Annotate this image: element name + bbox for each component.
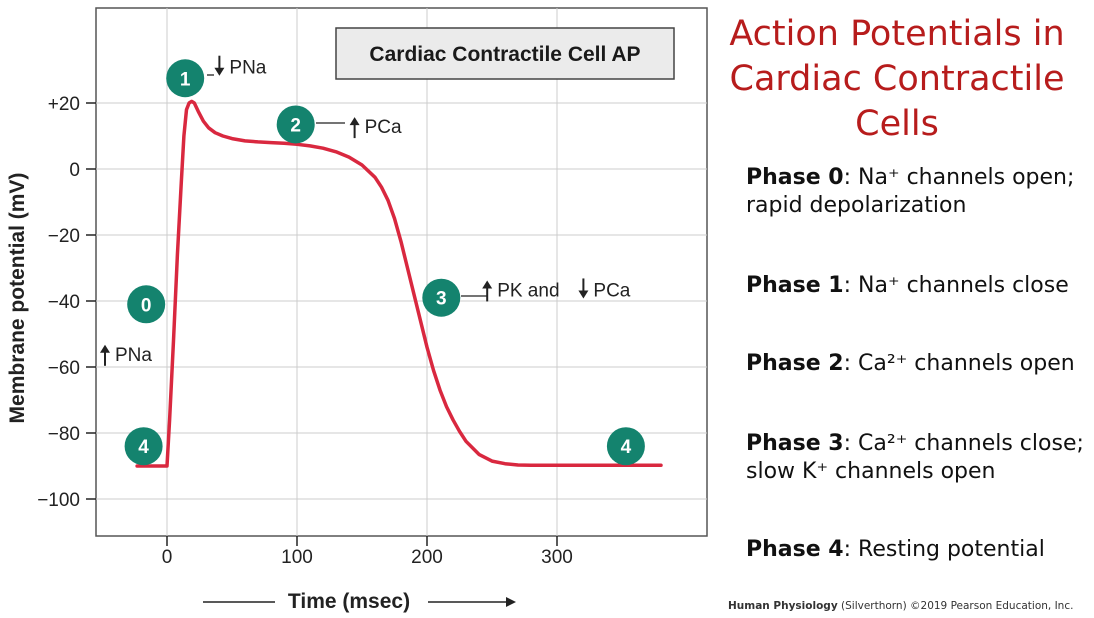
chart-title-box: Cardiac Contractile Cell AP — [335, 27, 675, 80]
phase-label: Phase 2 — [746, 351, 844, 376]
phase-marker-1: 1 — [166, 59, 205, 98]
arrow-up-icon — [482, 280, 493, 289]
slide-title-line-3: Cells — [855, 104, 939, 144]
phase-badge-label: 2 — [290, 115, 301, 136]
annotation-label: PCa — [593, 280, 630, 301]
y-tick-label: +20 — [48, 94, 80, 115]
x-axis-ticks: 0 100 200 300 — [162, 536, 573, 568]
phase-marker-4: 4 — [606, 427, 645, 466]
y-tick-label: −60 — [48, 358, 80, 379]
phase-marker-0: 0 — [127, 285, 166, 324]
x-tick-label: 0 — [162, 547, 173, 568]
annotation-label: PK and — [497, 280, 559, 301]
phase-badge-circle — [606, 427, 645, 466]
phase-label: Phase 1 — [746, 273, 844, 298]
phase-label: Phase 3 — [746, 431, 844, 456]
phase-markers: 0 1 2 3 4 4 — [124, 59, 645, 466]
phase-badge-label: 0 — [141, 295, 152, 316]
phase-text: : Na⁺ channels open; — [843, 165, 1075, 190]
action-potential-curve — [135, 99, 663, 468]
phase-marker-3: 3 — [422, 278, 461, 317]
x-axis-label: Time (msec) — [288, 590, 410, 613]
grid — [96, 8, 707, 536]
phase-badge-label: 4 — [621, 437, 632, 458]
action-potential-chart: +20 0 −20 −40 −60 −80 −100 0 100 200 300 Cardiac … — [6, 7, 708, 613]
annotation-label: PCa — [365, 117, 402, 138]
x-tick-label: 300 — [541, 547, 573, 568]
x-tick-label: 100 — [281, 547, 313, 568]
y-axis-ticks: +20 0 −20 −40 −60 −80 −100 — [37, 94, 96, 511]
phase-label: Phase 4 — [746, 537, 844, 562]
credit-book: Human Physiology — [728, 600, 838, 612]
y-tick-label: −20 — [48, 226, 80, 247]
y-tick-label: −100 — [37, 490, 80, 511]
phase-text: rapid depolarization — [746, 193, 967, 218]
phase-text: : Ca²⁺ channels open — [843, 351, 1075, 376]
phase-2-description: Phase 2: Ca²⁺ channels open — [746, 350, 1075, 378]
arrow-up-icon — [100, 344, 110, 353]
slide-title-line-1: Action Potentials in — [729, 14, 1065, 54]
credit-rest: (Silverthorn) ©2019 Pearson Education, I… — [837, 600, 1074, 612]
arrow-down-icon — [214, 67, 225, 76]
slide-title-line-2: Cardiac Contractile — [729, 59, 1065, 99]
permeability-annotations: PNa PCa PK and PCa PNa — [100, 55, 631, 366]
phase-3-description: Phase 3: Ca²⁺ channels close; slow K⁺ ch… — [746, 430, 1084, 486]
phase-text: : Resting potential — [843, 537, 1045, 562]
phase-badge-circle — [166, 59, 205, 98]
arrow-up-icon — [349, 117, 360, 126]
phase-badge-circle — [276, 105, 315, 144]
y-tick-label: −80 — [48, 424, 80, 445]
slide-title: Action Potentials in Cardiac Contractile… — [722, 12, 1072, 147]
phase-badge-circle — [124, 427, 163, 466]
y-axis-label: Membrane potential (mV) — [6, 173, 29, 424]
phase-text: slow K⁺ channels open — [746, 459, 996, 484]
y-tick-label: 0 — [69, 160, 80, 181]
phase-badge-label: 1 — [180, 69, 191, 90]
annotation-label: PNa — [229, 58, 266, 79]
phase-4-description: Phase 4: Resting potential — [746, 536, 1045, 564]
phase-badge-circle — [127, 285, 166, 324]
phase-text: : Ca²⁺ channels close; — [843, 431, 1084, 456]
phase-badge-label: 3 — [436, 289, 447, 310]
plot-frame — [95, 7, 708, 537]
x-axis-label-group: Time (msec) — [203, 590, 516, 613]
copyright-credit: Human Physiology (Silverthorn) ©2019 Pea… — [728, 600, 1073, 612]
phase-marker-2: 2 — [276, 105, 315, 144]
phase-text: : Na⁺ channels close — [843, 273, 1069, 298]
phase-0-description: Phase 0: Na⁺ channels open; rapid depola… — [746, 164, 1074, 220]
phase-label: Phase 0 — [746, 165, 844, 190]
phase-badge-circle — [422, 278, 461, 317]
phase-badge-label: 4 — [138, 437, 149, 458]
phase-marker-4: 4 — [124, 427, 163, 466]
x-tick-label: 200 — [411, 547, 443, 568]
y-tick-label: −40 — [48, 292, 80, 313]
chart-title: Cardiac Contractile Cell AP — [369, 43, 640, 66]
arrow-down-icon — [578, 290, 589, 299]
phase-1-description: Phase 1: Na⁺ channels close — [746, 272, 1069, 300]
annotation-label: PNa — [115, 345, 152, 366]
arrow-right-icon — [506, 597, 516, 607]
